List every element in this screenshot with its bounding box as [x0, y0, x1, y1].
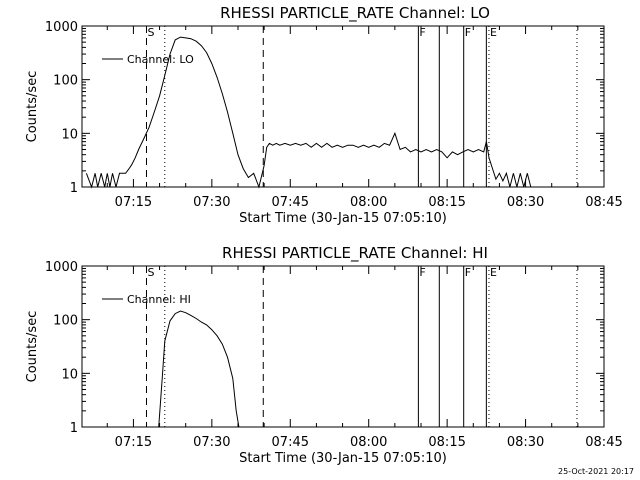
y-tick-label: 10	[61, 367, 78, 382]
y-axis-label: Counts/sec	[25, 71, 40, 143]
hi-channel-panel: RHESSI PARTICLE_RATE Channel: HI 07:15 07:…	[25, 244, 623, 466]
y-tick-label: 10	[61, 127, 78, 142]
x-tick-label: 07:30	[193, 435, 230, 450]
y-axis-label: Counts/sec	[25, 311, 40, 383]
event-marker-label: F	[419, 26, 425, 39]
event-marker-label: F	[465, 266, 471, 279]
x-tick-label: 08:00	[350, 195, 387, 210]
event-marker-label: E	[490, 266, 497, 279]
event-marker-label: F	[419, 266, 425, 279]
legend-entry: Channel: LO	[127, 53, 194, 66]
x-tick-label: 08:15	[428, 195, 465, 210]
timestamp-label: 25-Oct-2021 20:17	[558, 467, 634, 476]
event-marker-label: S	[147, 266, 154, 279]
y-tick-label: 1	[70, 421, 78, 436]
x-tick-label: 07:45	[272, 435, 309, 450]
legend: Channel: HI	[102, 293, 191, 306]
x-tick-label: 08:45	[585, 435, 622, 450]
series-line	[158, 310, 240, 428]
x-tick-label: 07:15	[115, 195, 152, 210]
chart-title: RHESSI PARTICLE_RATE Channel: LO	[220, 4, 490, 23]
event-marker-label: E	[490, 26, 497, 39]
x-tick-label: 08:00	[350, 435, 387, 450]
y-tick-label: 100	[53, 74, 78, 89]
x-tick-label: 07:30	[193, 195, 230, 210]
x-tick-label: 08:30	[507, 195, 544, 210]
chart-title: RHESSI PARTICLE_RATE Channel: HI	[222, 244, 488, 263]
lo-channel-panel: RHESSI PARTICLE_RATE Channel: LO 07:15 07:…	[25, 4, 623, 226]
x-tick-label: 08:45	[585, 195, 622, 210]
event-marker-label: S	[147, 26, 154, 39]
legend-entry: Channel: HI	[127, 293, 191, 306]
series-line	[85, 36, 532, 189]
y-tick-label: 100	[53, 314, 78, 329]
y-tick-label: 1000	[45, 20, 78, 35]
y-tick-label: 1000	[45, 260, 78, 275]
x-tick-label: 07:45	[272, 195, 309, 210]
legend: Channel: LO	[102, 53, 194, 66]
x-axis-label: Start Time (30-Jan-15 07:05:10)	[239, 211, 447, 226]
plot-frame	[81, 25, 605, 188]
y-tick-label: 1	[70, 181, 78, 196]
x-tick-label: 07:15	[115, 435, 152, 450]
x-axis-label: Start Time (30-Jan-15 07:05:10)	[239, 451, 447, 466]
event-marker-label: F	[465, 26, 471, 39]
x-tick-label: 08:15	[428, 435, 465, 450]
x-tick-label: 08:30	[507, 435, 544, 450]
